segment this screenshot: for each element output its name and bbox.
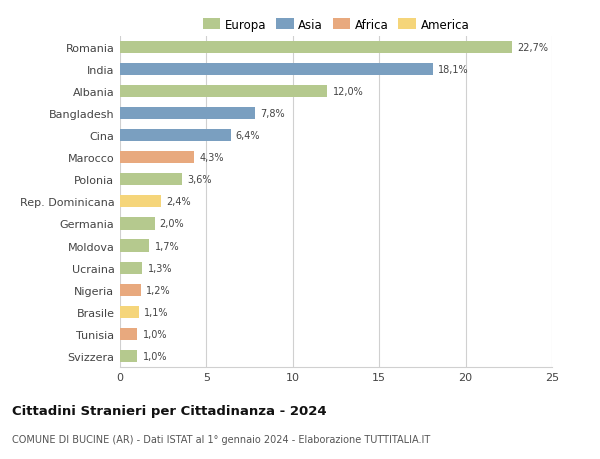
Text: Cittadini Stranieri per Cittadinanza - 2024: Cittadini Stranieri per Cittadinanza - 2… xyxy=(12,404,326,417)
Text: 18,1%: 18,1% xyxy=(438,65,469,75)
Text: 1,0%: 1,0% xyxy=(142,351,167,361)
Text: 6,4%: 6,4% xyxy=(236,131,260,141)
Bar xyxy=(120,350,137,362)
Bar xyxy=(120,196,161,208)
Bar xyxy=(120,108,255,120)
Bar xyxy=(120,328,137,340)
Legend: Europa, Asia, Africa, America: Europa, Asia, Africa, America xyxy=(200,16,472,34)
Bar xyxy=(120,174,182,186)
Bar xyxy=(120,130,230,142)
Bar xyxy=(120,262,142,274)
Bar xyxy=(120,240,149,252)
Text: 1,2%: 1,2% xyxy=(146,285,170,295)
Text: 7,8%: 7,8% xyxy=(260,109,284,119)
Bar xyxy=(120,306,139,318)
Bar xyxy=(120,152,194,164)
Text: 4,3%: 4,3% xyxy=(199,153,224,163)
Bar xyxy=(120,284,141,296)
Text: 1,0%: 1,0% xyxy=(142,329,167,339)
Bar xyxy=(120,218,155,230)
Text: 2,4%: 2,4% xyxy=(167,197,191,207)
Text: 1,3%: 1,3% xyxy=(148,263,172,273)
Text: 22,7%: 22,7% xyxy=(517,43,548,53)
Bar xyxy=(120,64,433,76)
Bar xyxy=(120,42,512,54)
Text: 12,0%: 12,0% xyxy=(332,87,363,97)
Text: COMUNE DI BUCINE (AR) - Dati ISTAT al 1° gennaio 2024 - Elaborazione TUTTITALIA.: COMUNE DI BUCINE (AR) - Dati ISTAT al 1°… xyxy=(12,434,430,444)
Text: 3,6%: 3,6% xyxy=(187,175,212,185)
Text: 1,1%: 1,1% xyxy=(144,307,169,317)
Text: 1,7%: 1,7% xyxy=(155,241,179,251)
Bar xyxy=(120,86,328,98)
Text: 2,0%: 2,0% xyxy=(160,219,184,229)
